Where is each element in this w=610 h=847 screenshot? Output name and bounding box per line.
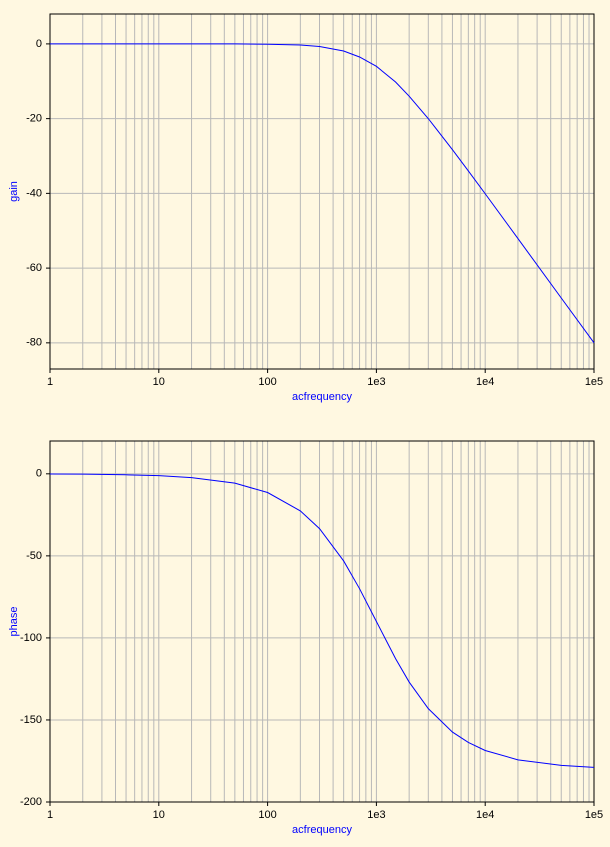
y-tick-label: 0 <box>36 468 42 480</box>
x-axis-label: acfrequency <box>292 391 352 403</box>
y-tick-label: -40 <box>26 187 42 199</box>
y-tick-label: -100 <box>20 632 42 644</box>
y-axis-label: gain <box>8 181 20 202</box>
x-tick-label: 1e3 <box>367 809 385 821</box>
x-tick-label: 1e4 <box>476 809 494 821</box>
y-tick-label: -20 <box>26 113 42 125</box>
x-axis-label: acfrequency <box>292 824 352 836</box>
y-tick-label: -150 <box>20 714 42 726</box>
plot-frame <box>49 13 595 370</box>
y-axis-label: phase <box>8 607 20 637</box>
y-tick-label: -60 <box>26 262 42 274</box>
x-tick-label: 1e3 <box>367 376 385 388</box>
x-tick-label: 1 <box>47 376 53 388</box>
x-tick-label: 10 <box>153 376 165 388</box>
x-tick-label: 1e5 <box>585 809 603 821</box>
y-tick-label: -200 <box>20 796 42 808</box>
x-tick-label: 1e4 <box>476 376 494 388</box>
x-tick-label: 100 <box>258 376 276 388</box>
x-tick-label: 100 <box>258 809 276 821</box>
x-tick-label: 1 <box>47 809 53 821</box>
y-tick-label: 0 <box>36 38 42 50</box>
line-series <box>50 43 595 344</box>
line-series <box>49 473 595 768</box>
x-tick-label: 10 <box>153 809 165 821</box>
x-tick-label: 1e5 <box>585 376 603 388</box>
y-tick-label: -80 <box>26 337 42 349</box>
plot-frame <box>49 440 595 803</box>
y-tick-label: -50 <box>26 550 42 562</box>
